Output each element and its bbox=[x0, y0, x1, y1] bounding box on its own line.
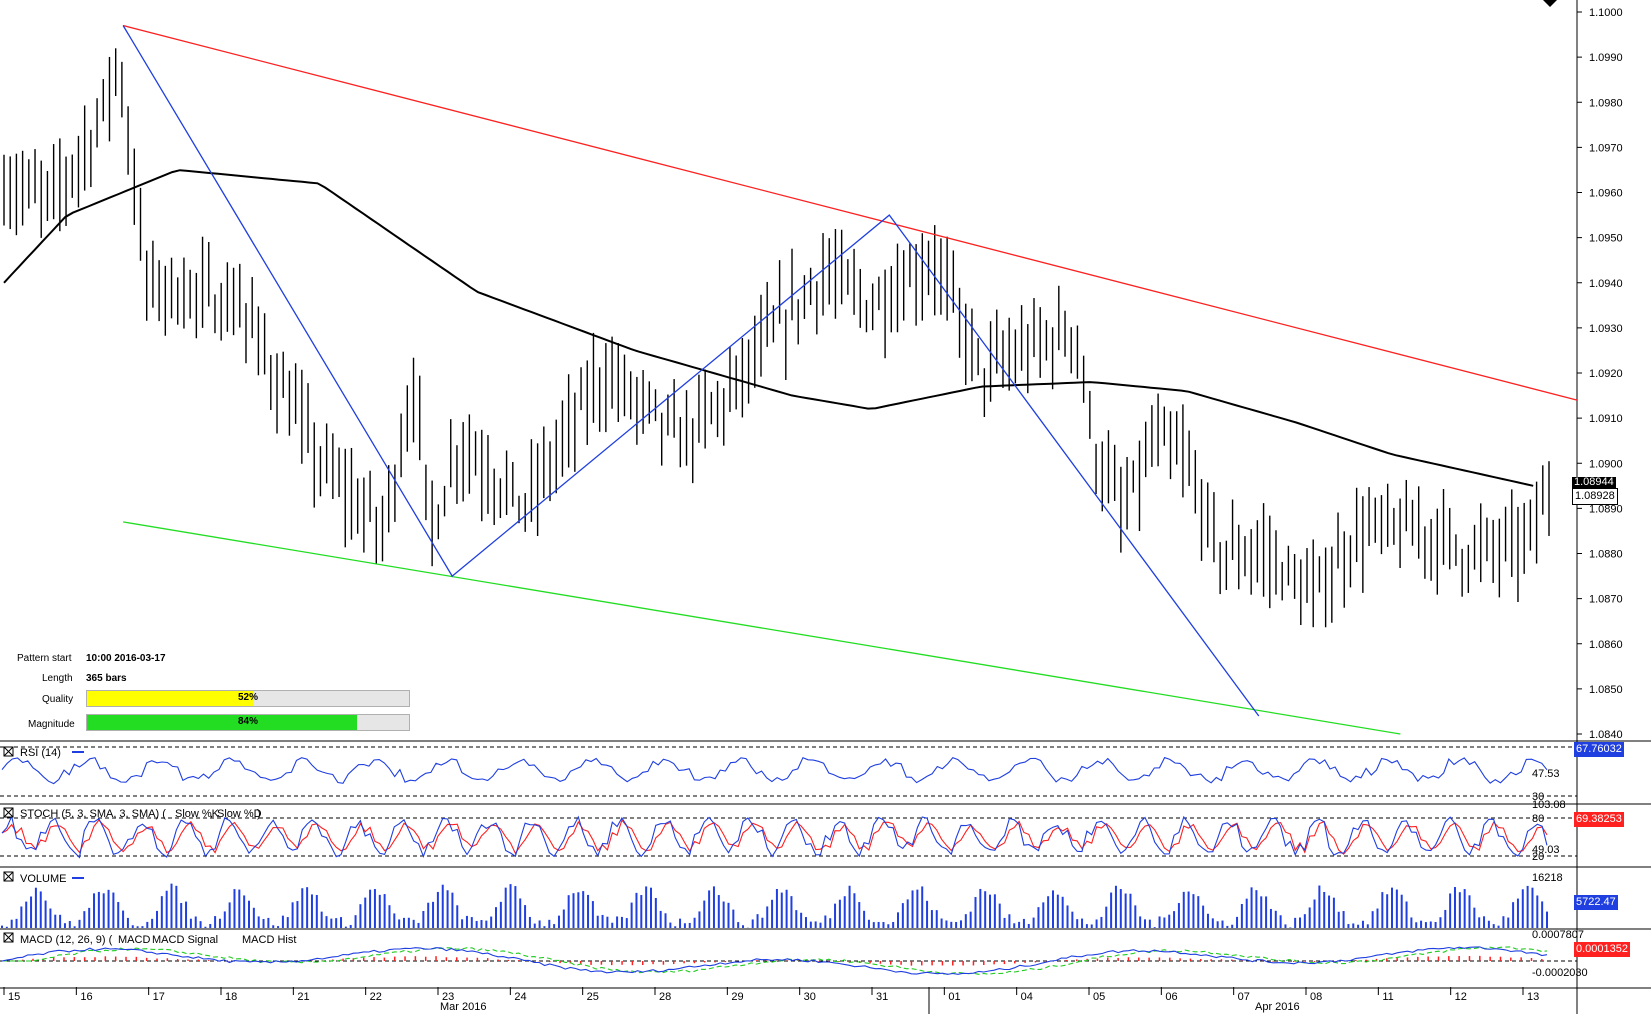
date-tick-label: 30 bbox=[804, 991, 816, 1003]
date-tick-label: 15 bbox=[8, 991, 20, 1003]
date-tick-label: 23 bbox=[442, 991, 454, 1003]
macd-title: MACD (12, 26, 9) ( bbox=[20, 934, 113, 946]
price-tick-label: 1.0980 bbox=[1589, 97, 1623, 109]
last-price-tag: 1.08944 bbox=[1572, 477, 1616, 488]
stoch-level-label: 20 bbox=[1532, 851, 1544, 863]
date-tick-label: 11 bbox=[1382, 991, 1393, 1003]
rsi-level-label: 30 bbox=[1532, 791, 1544, 803]
date-tick-label: 01 bbox=[948, 991, 960, 1003]
volume-title: VOLUME bbox=[20, 873, 66, 885]
price-tick-label: 1.0870 bbox=[1589, 594, 1623, 606]
date-tick-label: 06 bbox=[1165, 991, 1177, 1003]
price-tick-label: 1.0940 bbox=[1589, 278, 1623, 290]
time-axis: 15 16 17 18 21 22 23 24 25 28 29 30 31 01 04 05 06 07 08 11… bbox=[3, 987, 1539, 1014]
price-tick-label: 1.0990 bbox=[1589, 52, 1623, 64]
date-tick-label: 24 bbox=[514, 991, 526, 1003]
rsi-panel: 30 47.53 RSI (14) bbox=[0, 746, 1577, 803]
moving-average-line bbox=[3, 169, 1534, 487]
macd-signal-series: MACD Signal bbox=[152, 934, 218, 946]
pattern-length-value: 365 bars bbox=[86, 673, 127, 684]
price-bars bbox=[3, 48, 1550, 628]
month-label: Apr 2016 bbox=[1255, 1001, 1300, 1013]
stoch-title: STOCH (5, 3, SMA, 3, SMA) ( bbox=[20, 808, 166, 820]
date-tick-label: 22 bbox=[370, 991, 382, 1003]
macd-value-tag: 0.0001352 bbox=[1574, 942, 1630, 957]
price-tick-label: 1.0840 bbox=[1589, 729, 1623, 741]
macd-series: MACD bbox=[118, 934, 150, 946]
pattern-start-label: Pattern start bbox=[17, 653, 72, 664]
date-tick-label: 28 bbox=[659, 991, 671, 1003]
price-tick-label: 1.0930 bbox=[1589, 323, 1623, 335]
quality-label: Quality bbox=[42, 694, 74, 705]
price-tick-label: 1.0880 bbox=[1589, 549, 1623, 561]
date-tick-label: 16 bbox=[80, 991, 92, 1003]
bid-price-tag: 1.08928 bbox=[1572, 488, 1618, 505]
price-tick-label: 1.0900 bbox=[1589, 458, 1623, 470]
date-tick-label: 31 bbox=[876, 991, 888, 1003]
price-tick-label: 1.0950 bbox=[1589, 233, 1623, 245]
date-tick-label: 17 bbox=[153, 991, 165, 1003]
date-tick-label: 29 bbox=[731, 991, 743, 1003]
price-tick-label: 1.0890 bbox=[1589, 503, 1623, 515]
magnitude-bar: 84% bbox=[86, 714, 410, 731]
price-tick-label: 1.0860 bbox=[1589, 639, 1623, 651]
stoch-series-k: Slow %K bbox=[175, 808, 220, 820]
quality-percent: 52% bbox=[237, 692, 258, 703]
scroll-marker-icon[interactable] bbox=[1543, 0, 1557, 7]
rsi-title: RSI (14) bbox=[20, 747, 61, 759]
date-tick-label: 08 bbox=[1310, 991, 1322, 1003]
date-tick-label: 18 bbox=[225, 991, 237, 1003]
pattern-length-label: Length bbox=[42, 673, 73, 684]
rsi-tick-label: 47.53 bbox=[1532, 768, 1560, 780]
date-tick-label: 25 bbox=[587, 991, 599, 1003]
price-axis: 1.1000 1.0990 1.0980 1.0970 1.0960 1.0950 1.09… bbox=[1577, 7, 1623, 741]
macd-tick-label: -0.0002030 bbox=[1532, 967, 1588, 979]
price-tick-label: 1.0960 bbox=[1589, 188, 1623, 200]
rsi-value-tag: 67.76032 bbox=[1574, 742, 1624, 757]
pattern-start-value: 10:00 2016-03-17 bbox=[86, 653, 166, 664]
volume-value-tag: 5722.47 bbox=[1574, 895, 1618, 910]
stoch-series-d: Slow %D bbox=[217, 808, 262, 820]
price-tick-label: 1.0920 bbox=[1589, 368, 1623, 380]
support-line bbox=[123, 521, 1401, 735]
stoch-level-label: 80 bbox=[1532, 813, 1544, 825]
date-tick-label: 21 bbox=[297, 991, 309, 1003]
date-tick-label: 13 bbox=[1527, 991, 1539, 1003]
price-tick-label: 1.0970 bbox=[1589, 142, 1623, 154]
quality-bar: 52% bbox=[86, 690, 410, 707]
magnitude-percent: 84% bbox=[237, 716, 258, 727]
date-tick-label: 12 bbox=[1455, 991, 1467, 1003]
price-tick-label: 1.0850 bbox=[1589, 684, 1623, 696]
zigzag-pattern-line bbox=[122, 25, 1260, 717]
magnitude-label: Magnitude bbox=[28, 719, 75, 730]
price-tick-label: 1.0910 bbox=[1589, 413, 1623, 425]
macd-hist-series: MACD Hist bbox=[242, 934, 296, 946]
date-tick-label: 05 bbox=[1093, 991, 1105, 1003]
date-tick-label: 04 bbox=[1021, 991, 1033, 1003]
macd-panel: 0.0007807 -0.0002030 MACD (12, 26, 9) ( MAC… bbox=[0, 929, 1588, 979]
price-tick-label: 1.1000 bbox=[1589, 7, 1623, 19]
stoch-tick-label: 103.08 bbox=[1532, 799, 1566, 811]
date-tick-label: 07 bbox=[1238, 991, 1250, 1003]
stoch-close: ) bbox=[257, 808, 261, 820]
month-label: Mar 2016 bbox=[440, 1001, 486, 1013]
resistance-line bbox=[122, 24, 1578, 401]
magnitude-bar-fill bbox=[87, 715, 358, 730]
volume-tick-label: 16218 bbox=[1532, 872, 1563, 884]
stoch-value-tag: 69.38253 bbox=[1574, 812, 1624, 827]
macd-tick-label: 0.0007807 bbox=[1532, 929, 1584, 941]
stoch-sep: , bbox=[210, 808, 213, 820]
volume-panel: 16218 VOLUME bbox=[1, 871, 1563, 928]
stoch-panel: 80 20 103.08 49.03 STOCH (5, 3, SMA, 3, SMA)… bbox=[0, 799, 1577, 863]
quality-bar-fill bbox=[87, 691, 255, 706]
stoch-tick-label: 49.03 bbox=[1532, 844, 1560, 856]
